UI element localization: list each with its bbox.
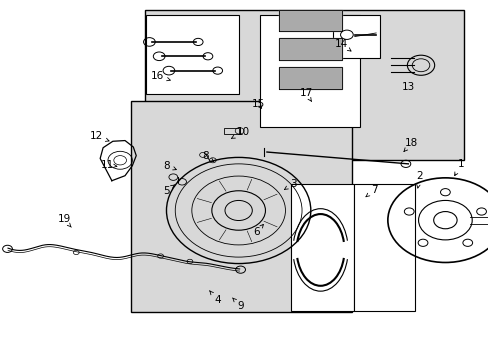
Text: 7: 7 [365,185,377,197]
Text: 6: 6 [253,224,263,237]
Text: 4: 4 [209,291,221,305]
Bar [146,15,238,94]
Polygon shape [278,39,341,60]
Text: 19: 19 [58,215,71,227]
Bar [131,101,351,312]
Polygon shape [278,67,341,89]
Bar [260,15,359,127]
Polygon shape [278,10,341,31]
Text: 16: 16 [151,71,170,81]
Text: 11: 11 [100,160,117,170]
Text: 10: 10 [231,127,249,138]
Text: 1: 1 [454,159,464,176]
Bar [353,184,414,311]
Text: 8: 8 [202,150,213,162]
Text: 9: 9 [232,298,244,311]
Text: 12: 12 [89,131,109,141]
Text: 8: 8 [163,161,176,171]
Text: 18: 18 [403,139,417,152]
Bar [332,15,379,58]
Text: 3: 3 [284,179,296,189]
Text: 15: 15 [251,99,264,109]
Text: 14: 14 [334,39,350,51]
Text: 17: 17 [299,88,312,101]
Bar [223,128,239,134]
Text: 13: 13 [401,82,414,93]
Bar [291,184,353,311]
Bar [144,10,463,160]
Text: 2: 2 [416,171,423,188]
Text: 5: 5 [163,185,175,196]
